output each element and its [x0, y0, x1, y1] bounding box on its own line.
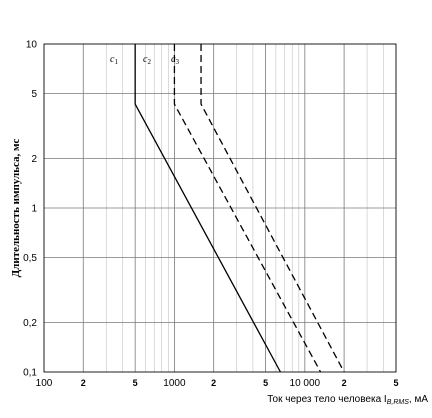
- y-tick-label: 5: [31, 89, 37, 100]
- series-line-c1: [134, 44, 282, 373]
- y-tick-labels: 0,1 0,2 0,5 1 2 5 10: [23, 40, 37, 379]
- y-tick-label: 1: [31, 204, 37, 215]
- x-axis-label: Ток через тело человека IB,RMS, мА: [267, 394, 428, 406]
- y-tick-label: 2: [31, 154, 37, 165]
- y-axis-label: Длительность импульса, мс: [10, 138, 22, 277]
- series-label-c3: c3: [171, 54, 179, 66]
- grid: [43, 43, 397, 373]
- x-tick-label: 100: [36, 378, 53, 389]
- series-label-c2: c2: [143, 54, 151, 66]
- series-group: [134, 44, 345, 373]
- plot-frame: [43, 43, 397, 373]
- curve-labels: c1 c2 c3: [110, 54, 179, 66]
- x-tick-label: 5: [133, 378, 138, 388]
- x-tick-label: 1000: [163, 378, 186, 389]
- x-tick-label: 2: [81, 378, 86, 388]
- x-tick-label: 2: [211, 378, 216, 388]
- series-label-c1: c1: [110, 54, 118, 66]
- x-tick-label: 10 000: [290, 378, 321, 389]
- series-line-c2: [173, 44, 322, 373]
- x-axis-label-unit: , мА: [409, 394, 428, 405]
- y-tick-label: 0,1: [23, 368, 37, 379]
- x-tick-label: 5: [263, 378, 268, 388]
- x-tick-labels: 100 2 5 1000 2 5 10 000 2 5: [36, 378, 399, 389]
- x-axis-label-main: Ток через тело человека I: [267, 394, 387, 405]
- x-tick-label: 2: [342, 378, 347, 388]
- x-tick-label: 5: [393, 378, 398, 388]
- y-tick-label: 0,5: [23, 253, 37, 264]
- y-tick-label: 0,2: [23, 318, 37, 329]
- x-axis-label-subscript: B,RMS: [387, 399, 410, 406]
- series-line-c3: [200, 44, 345, 373]
- y-tick-label: 10: [26, 40, 38, 51]
